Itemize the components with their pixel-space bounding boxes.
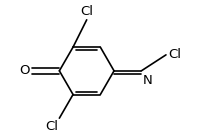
Text: Cl: Cl xyxy=(168,48,181,61)
Text: N: N xyxy=(143,74,152,87)
Text: Cl: Cl xyxy=(45,120,58,133)
Text: Cl: Cl xyxy=(80,5,93,18)
Text: O: O xyxy=(19,64,30,77)
